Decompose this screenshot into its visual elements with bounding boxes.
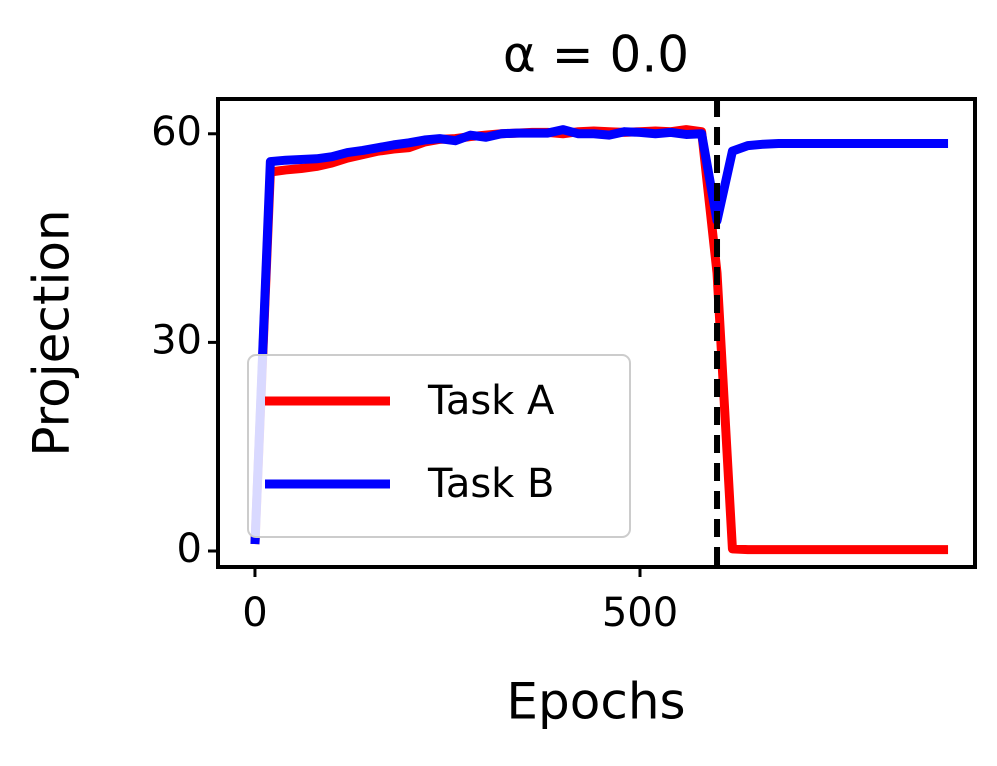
legend-label: Task A	[427, 378, 555, 424]
axes-frame	[216, 97, 977, 569]
chart-title: α = 0.0	[503, 26, 689, 84]
y-tick-label: 30	[151, 317, 202, 363]
x-tick-label: 0	[242, 590, 267, 636]
y-axis-label: Projection	[23, 209, 81, 456]
x-axis-label: Epochs	[506, 673, 685, 731]
x-tick-label: 500	[602, 590, 678, 636]
y-tick-label: 60	[151, 109, 202, 155]
legend-label: Task B	[427, 461, 554, 507]
line-series	[250, 125, 949, 545]
y-tick-label: 0	[177, 526, 202, 572]
